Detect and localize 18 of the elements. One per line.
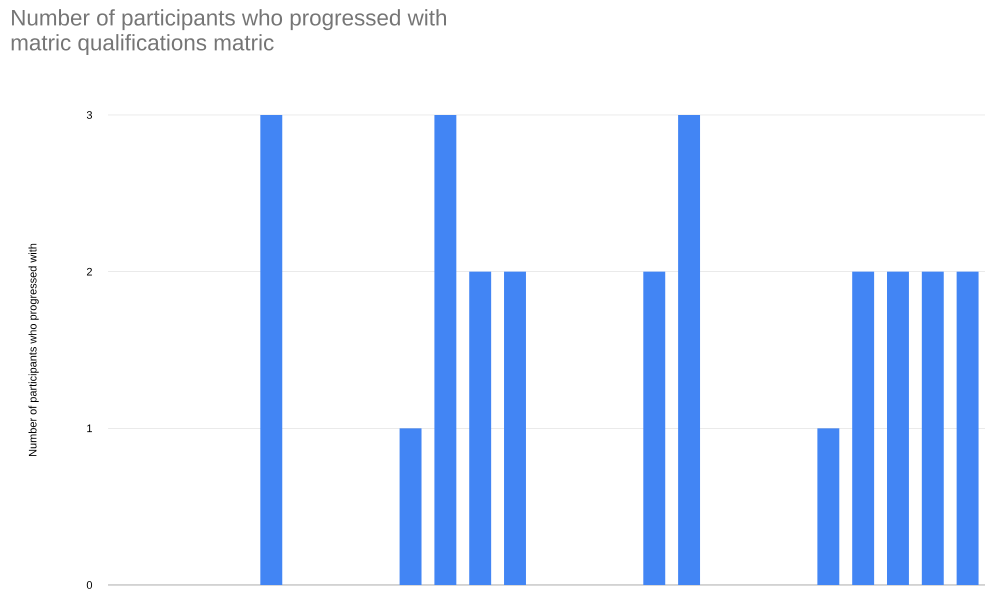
bar bbox=[260, 114, 282, 585]
bar bbox=[643, 272, 666, 585]
y-tick-label: 2 bbox=[86, 268, 92, 276]
chart-title: Number of participants who progressed with matric qualifications matric bbox=[12, 9, 446, 55]
bar bbox=[434, 114, 456, 585]
bar bbox=[852, 272, 874, 585]
bar bbox=[922, 272, 944, 585]
y-tick-label: 3 bbox=[86, 111, 92, 119]
y-tick-label: 0 bbox=[86, 581, 92, 589]
bar bbox=[817, 428, 840, 585]
bar bbox=[678, 114, 700, 585]
y-axis-title: Number of participants who progressed with bbox=[28, 244, 39, 456]
bar bbox=[887, 272, 909, 585]
bar bbox=[504, 272, 526, 585]
bar bbox=[400, 428, 422, 585]
bar bbox=[469, 272, 492, 585]
y-tick-label: 1 bbox=[87, 424, 92, 432]
bar bbox=[956, 272, 979, 585]
